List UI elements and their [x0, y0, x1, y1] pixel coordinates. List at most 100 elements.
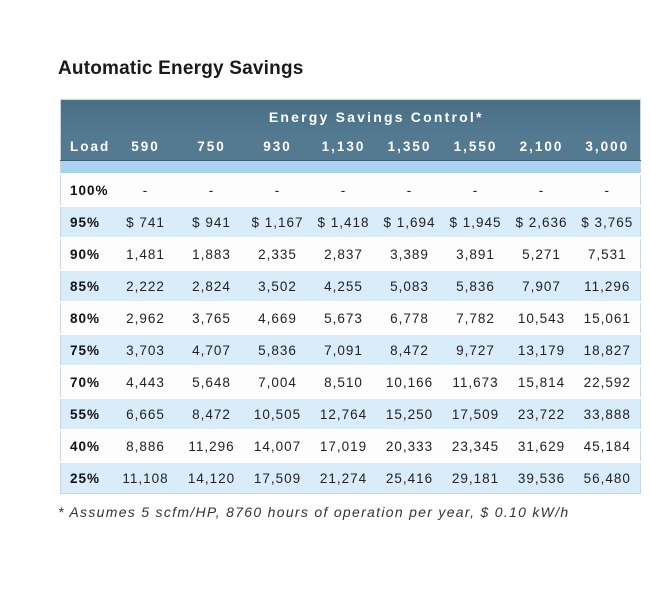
- load-cell: 75%: [60, 333, 113, 366]
- divider-strip-cell: [60, 160, 641, 175]
- divider-strip: [60, 160, 641, 175]
- table-row: 85% 2,222 2,824 3,502 4,255 5,083 5,836 7,907 11…: [60, 269, 641, 302]
- value-cell: -: [442, 173, 509, 206]
- value-cell: 11,296: [574, 269, 641, 302]
- value-cell: 7,004: [244, 365, 311, 398]
- value-cell: 17,509: [244, 461, 311, 494]
- load-cell: 85%: [60, 269, 113, 302]
- column-header-load: Load: [60, 133, 113, 161]
- value-cell: 11,108: [112, 461, 179, 494]
- value-cell: 3,703: [112, 333, 179, 366]
- table-row: 90% 1,481 1,883 2,335 2,837 3,389 3,891 5,271 7,…: [60, 237, 641, 270]
- value-cell: 22,592: [574, 365, 641, 398]
- value-cell: $ 941: [178, 205, 245, 238]
- value-cell: 15,250: [376, 397, 443, 430]
- value-cell: $ 3,765: [574, 205, 641, 238]
- value-cell: 17,509: [442, 397, 509, 430]
- value-cell: 2,962: [112, 301, 179, 334]
- load-cell: 40%: [60, 429, 113, 462]
- value-cell: 3,891: [442, 237, 509, 270]
- value-cell: 15,814: [508, 365, 575, 398]
- value-cell: 8,886: [112, 429, 179, 462]
- table-header-band: Energy Savings Control*: [60, 99, 641, 133]
- value-cell: 23,345: [442, 429, 509, 462]
- table-row: 80% 2,962 3,765 4,669 5,673 6,778 7,782 10,543 1…: [60, 301, 641, 334]
- value-cell: 5,083: [376, 269, 443, 302]
- load-cell: 55%: [60, 397, 113, 430]
- table-row: 40% 8,886 11,296 14,007 17,019 20,333 23,345 31…: [60, 429, 641, 462]
- value-cell: 13,179: [508, 333, 575, 366]
- value-cell: -: [376, 173, 443, 206]
- value-cell: 11,673: [442, 365, 509, 398]
- value-cell: 33,888: [574, 397, 641, 430]
- column-header: 590: [112, 133, 179, 161]
- value-cell: $ 741: [112, 205, 179, 238]
- value-cell: $ 2,636: [508, 205, 575, 238]
- value-cell: 15,061: [574, 301, 641, 334]
- value-cell: 10,166: [376, 365, 443, 398]
- value-cell: 56,480: [574, 461, 641, 494]
- value-cell: 14,007: [244, 429, 311, 462]
- value-cell: 14,120: [178, 461, 245, 494]
- value-cell: $ 1,694: [376, 205, 443, 238]
- value-cell: 8,472: [178, 397, 245, 430]
- value-cell: 4,255: [310, 269, 377, 302]
- value-cell: $ 1,167: [244, 205, 311, 238]
- value-cell: 7,531: [574, 237, 641, 270]
- value-cell: -: [178, 173, 245, 206]
- column-header: 930: [244, 133, 311, 161]
- value-cell: 10,505: [244, 397, 311, 430]
- value-cell: 4,669: [244, 301, 311, 334]
- value-cell: -: [112, 173, 179, 206]
- value-cell: 7,091: [310, 333, 377, 366]
- table-row: 55% 6,665 8,472 10,505 12,764 15,250 17,509 23,…: [60, 397, 641, 430]
- value-cell: 8,510: [310, 365, 377, 398]
- value-cell: 25,416: [376, 461, 443, 494]
- value-cell: 4,707: [178, 333, 245, 366]
- value-cell: 39,536: [508, 461, 575, 494]
- column-header: 1,350: [376, 133, 443, 161]
- value-cell: 2,837: [310, 237, 377, 270]
- column-header: 1,550: [442, 133, 509, 161]
- value-cell: 17,019: [310, 429, 377, 462]
- load-cell: 25%: [60, 461, 113, 494]
- value-cell: 9,727: [442, 333, 509, 366]
- value-cell: 7,782: [442, 301, 509, 334]
- value-cell: 1,481: [112, 237, 179, 270]
- value-cell: 2,824: [178, 269, 245, 302]
- table-row: 95% $ 741 $ 941 $ 1,167 $ 1,418 $ 1,694 $ 1,94…: [60, 205, 641, 238]
- value-cell: $ 1,418: [310, 205, 377, 238]
- value-cell: 7,907: [508, 269, 575, 302]
- value-cell: 5,836: [244, 333, 311, 366]
- energy-savings-table: Energy Savings Control* Load 590 750 930 1,…: [60, 99, 641, 494]
- value-cell: 29,181: [442, 461, 509, 494]
- value-cell: 10,543: [508, 301, 575, 334]
- value-cell: 4,443: [112, 365, 179, 398]
- load-cell: 100%: [60, 173, 113, 206]
- load-cell: 70%: [60, 365, 113, 398]
- value-cell: 3,765: [178, 301, 245, 334]
- value-cell: 21,274: [310, 461, 377, 494]
- page-title: Automatic Energy Savings: [58, 58, 304, 79]
- table-row: 100% - - - - - - - -: [60, 173, 641, 206]
- value-cell: 31,629: [508, 429, 575, 462]
- table-footnote: * Assumes 5 scfm/HP, 8760 hours of opera…: [58, 504, 570, 520]
- value-cell: -: [574, 173, 641, 206]
- value-cell: 12,764: [310, 397, 377, 430]
- table-header-title: Energy Savings Control*: [112, 99, 641, 133]
- table-row: 25% 11,108 14,120 17,509 21,274 25,416 29,181 3…: [60, 461, 641, 494]
- load-cell: 90%: [60, 237, 113, 270]
- value-cell: 18,827: [574, 333, 641, 366]
- value-cell: 5,271: [508, 237, 575, 270]
- value-cell: 6,778: [376, 301, 443, 334]
- value-cell: 20,333: [376, 429, 443, 462]
- load-cell: 95%: [60, 205, 113, 238]
- value-cell: 3,389: [376, 237, 443, 270]
- value-cell: 23,722: [508, 397, 575, 430]
- value-cell: 5,673: [310, 301, 377, 334]
- value-cell: 11,296: [178, 429, 245, 462]
- header-band-spacer: [60, 99, 113, 133]
- value-cell: -: [508, 173, 575, 206]
- value-cell: 5,648: [178, 365, 245, 398]
